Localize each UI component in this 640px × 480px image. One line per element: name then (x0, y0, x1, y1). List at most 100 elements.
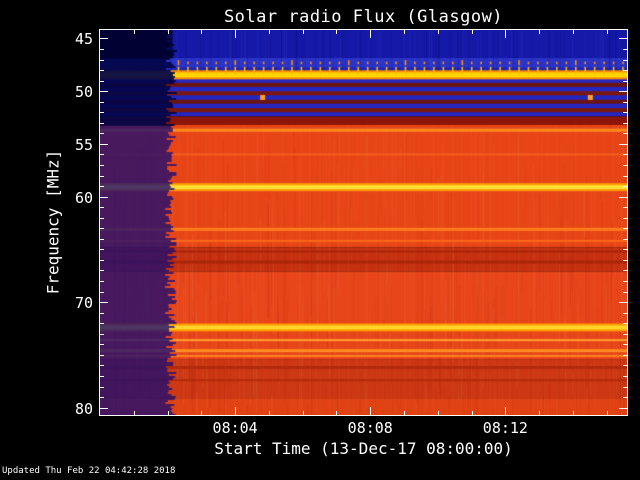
axis-tick (623, 49, 627, 50)
axis-tick (619, 91, 627, 92)
axis-tick (623, 123, 627, 124)
axis-tick (100, 334, 104, 335)
axis-tick (336, 30, 337, 34)
axis-tick (100, 49, 104, 50)
axis-tick (168, 411, 169, 415)
axis-tick (607, 411, 608, 415)
chart-title: Solar radio Flux (Glasgow) (223, 7, 504, 27)
axis-tick (269, 411, 270, 415)
axis-tick (100, 154, 104, 155)
plot-frame (99, 29, 628, 416)
axis-tick (100, 323, 104, 324)
axis-tick (100, 355, 104, 356)
axis-tick (623, 228, 627, 229)
y-tick-label: 60 (74, 188, 93, 207)
axis-tick (100, 218, 104, 219)
axis-tick (100, 344, 104, 345)
axis-tick (623, 387, 627, 388)
axis-tick (623, 397, 627, 398)
axis-tick (100, 133, 104, 134)
axis-tick (623, 133, 627, 134)
axis-tick (370, 407, 371, 415)
axis-tick (100, 81, 104, 82)
axis-tick (623, 70, 627, 71)
axis-tick (100, 112, 104, 113)
axis-tick (623, 313, 627, 314)
axis-tick (100, 165, 104, 166)
y-tick-label: 50 (74, 83, 93, 102)
axis-tick (100, 387, 104, 388)
axis-tick (505, 407, 506, 415)
y-tick-label: 55 (74, 135, 93, 154)
axis-tick (623, 207, 627, 208)
axis-tick (100, 38, 108, 39)
x-axis-label: Start Time (13-Dec-17 08:00:00) (214, 439, 513, 458)
axis-tick (623, 334, 627, 335)
axis-tick (201, 411, 202, 415)
axis-tick (539, 30, 540, 34)
axis-tick (619, 408, 627, 409)
axis-tick (100, 207, 104, 208)
axis-tick (573, 411, 574, 415)
axis-tick (623, 323, 627, 324)
axis-tick (100, 239, 104, 240)
axis-tick (100, 260, 104, 261)
axis-tick (623, 281, 627, 282)
spectrogram-canvas (100, 30, 627, 415)
axis-tick (100, 102, 104, 103)
axis-tick (623, 344, 627, 345)
axis-tick (623, 270, 627, 271)
updated-timestamp: Updated Thu Feb 22 04:42:28 2018 (2, 466, 176, 476)
axis-tick (100, 197, 108, 198)
axis-tick (168, 30, 169, 34)
axis-tick (100, 376, 104, 377)
axis-tick (100, 408, 108, 409)
axis-tick (607, 30, 608, 34)
axis-tick (404, 30, 405, 34)
axis-tick (235, 407, 236, 415)
axis-tick (505, 30, 506, 38)
axis-tick (100, 123, 104, 124)
axis-tick (623, 218, 627, 219)
axis-tick (269, 30, 270, 34)
axis-tick (472, 411, 473, 415)
y-axis-label: Frequency [MHz] (43, 149, 63, 295)
axis-tick (100, 281, 104, 282)
x-tick-label: 08:04 (212, 419, 258, 437)
axis-tick (100, 302, 108, 303)
axis-tick (539, 411, 540, 415)
axis-tick (623, 60, 627, 61)
axis-tick (623, 112, 627, 113)
axis-tick (100, 228, 104, 229)
axis-tick (623, 102, 627, 103)
axis-tick (623, 186, 627, 187)
axis-tick (100, 397, 104, 398)
axis-tick (619, 197, 627, 198)
axis-tick (303, 30, 304, 34)
axis-tick (623, 260, 627, 261)
axis-tick (623, 239, 627, 240)
x-tick-label: 08:08 (347, 419, 393, 437)
axis-tick (623, 249, 627, 250)
axis-tick (573, 30, 574, 34)
axis-tick (438, 411, 439, 415)
axis-tick (134, 30, 135, 34)
axis-tick (623, 81, 627, 82)
axis-tick (370, 30, 371, 38)
axis-tick (100, 365, 104, 366)
axis-tick (100, 292, 104, 293)
axis-tick (100, 70, 104, 71)
axis-tick (623, 355, 627, 356)
axis-tick (623, 365, 627, 366)
axis-tick (404, 411, 405, 415)
axis-tick (100, 249, 104, 250)
axis-tick (619, 38, 627, 39)
axis-tick (100, 176, 104, 177)
axis-tick (303, 411, 304, 415)
axis-tick (100, 144, 108, 145)
axis-tick (100, 313, 104, 314)
y-tick-label: 70 (74, 294, 93, 313)
axis-tick (100, 270, 104, 271)
axis-tick (619, 144, 627, 145)
